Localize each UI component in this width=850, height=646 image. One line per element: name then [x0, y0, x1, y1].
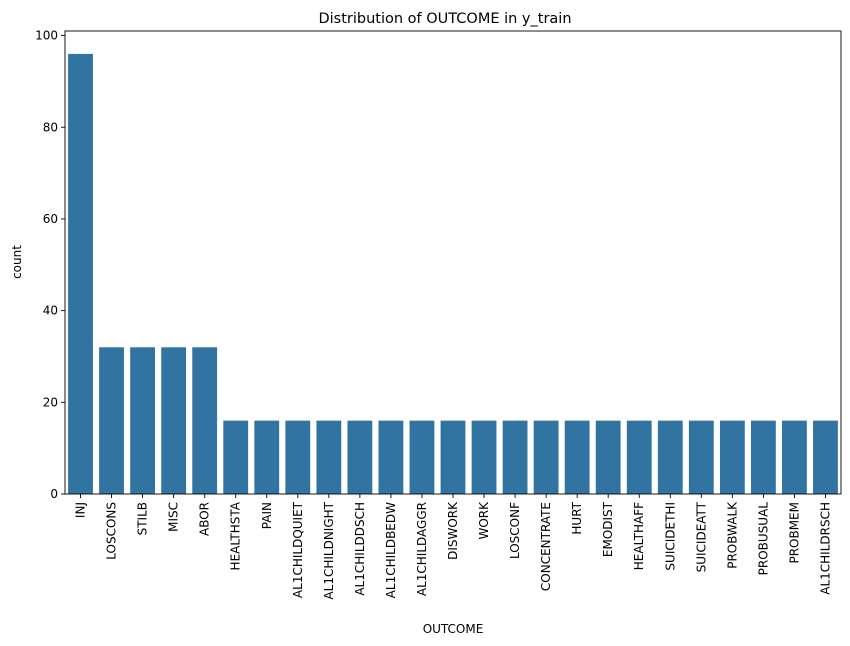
y-tick-label: 80 — [43, 120, 58, 134]
x-tick-label: AL1CHILDNIGHT — [322, 501, 336, 599]
bar-work — [471, 420, 497, 494]
x-tick-label: MISC — [167, 502, 181, 532]
x-tick-label: HEALTHAFF — [632, 502, 646, 570]
x-tick-label: AL1CHILDDSCH — [353, 502, 367, 596]
bar-al1childrsch — [813, 420, 838, 494]
x-tick-label: SUICIDEATT — [694, 501, 708, 572]
bar-healthaff — [626, 420, 652, 494]
bar-suicideatt — [688, 420, 714, 494]
bar-pain — [254, 420, 280, 494]
x-tick-label: PAIN — [260, 502, 274, 529]
bar-al1childbedw — [378, 420, 404, 494]
chart-title: Distribution of OUTCOME in y_train — [318, 11, 571, 27]
bar-probmem — [782, 420, 807, 494]
x-tick-label: LOSCONF — [508, 502, 522, 559]
x-tick-label: DISWORK — [446, 501, 460, 560]
bars-group — [68, 53, 838, 495]
y-tick-label: 0 — [50, 487, 58, 501]
y-tick-label: 60 — [43, 212, 58, 226]
bar-al1childnight — [316, 420, 342, 494]
y-tick-label: 40 — [43, 304, 58, 318]
bar-emodist — [595, 420, 621, 494]
y-axis-ticks: 0 20 40 60 80 100 — [35, 29, 65, 501]
bar-al1childdsch — [347, 420, 373, 494]
x-tick-label: WORK — [477, 501, 491, 540]
x-tick-label: AL1CHILDQUIET — [291, 501, 305, 598]
bar-healthsta — [223, 420, 249, 494]
y-tick-label: 20 — [43, 395, 58, 409]
bar-diswork — [440, 420, 466, 494]
x-tick-label: PROBUSUAL — [756, 502, 770, 576]
bar-stilb — [130, 347, 156, 494]
x-tick-label: ABOR — [198, 502, 212, 536]
x-tick-label: INJ — [74, 502, 88, 518]
bar-losconf — [502, 420, 528, 494]
x-tick-label: HEALTHSTA — [229, 501, 243, 570]
y-axis-title: count — [10, 245, 24, 279]
bar-suicidethi — [657, 420, 683, 494]
bar-concentrate — [533, 420, 559, 494]
bar-abor — [192, 347, 218, 494]
x-tick-label: STILB — [136, 502, 150, 535]
x-tick-label: PROBWALK — [725, 501, 739, 569]
x-tick-label: SUICIDETHI — [663, 502, 677, 571]
bar-hurt — [564, 420, 590, 494]
bar-probusual — [750, 420, 776, 494]
x-tick-label: AL1CHILDAGGR — [415, 502, 429, 596]
bar-misc — [161, 347, 187, 494]
x-axis-title: OUTCOME — [423, 622, 484, 636]
x-tick-label: HURT — [570, 501, 584, 534]
x-tick-label: CONCENTRATE — [539, 502, 553, 591]
x-axis-ticks: INJ LOSCONS STILB MISC ABOR HEALTHSTA PAIN AL1C… — [74, 494, 832, 600]
x-tick-label: AL1CHILDRSCH — [818, 502, 832, 595]
bar-al1childquiet — [285, 420, 311, 494]
x-tick-label: EMODIST — [601, 501, 615, 557]
x-tick-label: AL1CHILDBEDW — [384, 502, 398, 598]
x-tick-label: LOSCONS — [105, 502, 119, 560]
bar-probwalk — [719, 420, 745, 494]
bar-inj — [68, 53, 93, 495]
plot-frame — [64, 30, 842, 495]
bar-loscons — [99, 347, 124, 494]
y-tick-label: 100 — [35, 29, 58, 43]
x-tick-label: PROBMEM — [787, 502, 801, 564]
bar-al1childaggr — [409, 420, 435, 494]
